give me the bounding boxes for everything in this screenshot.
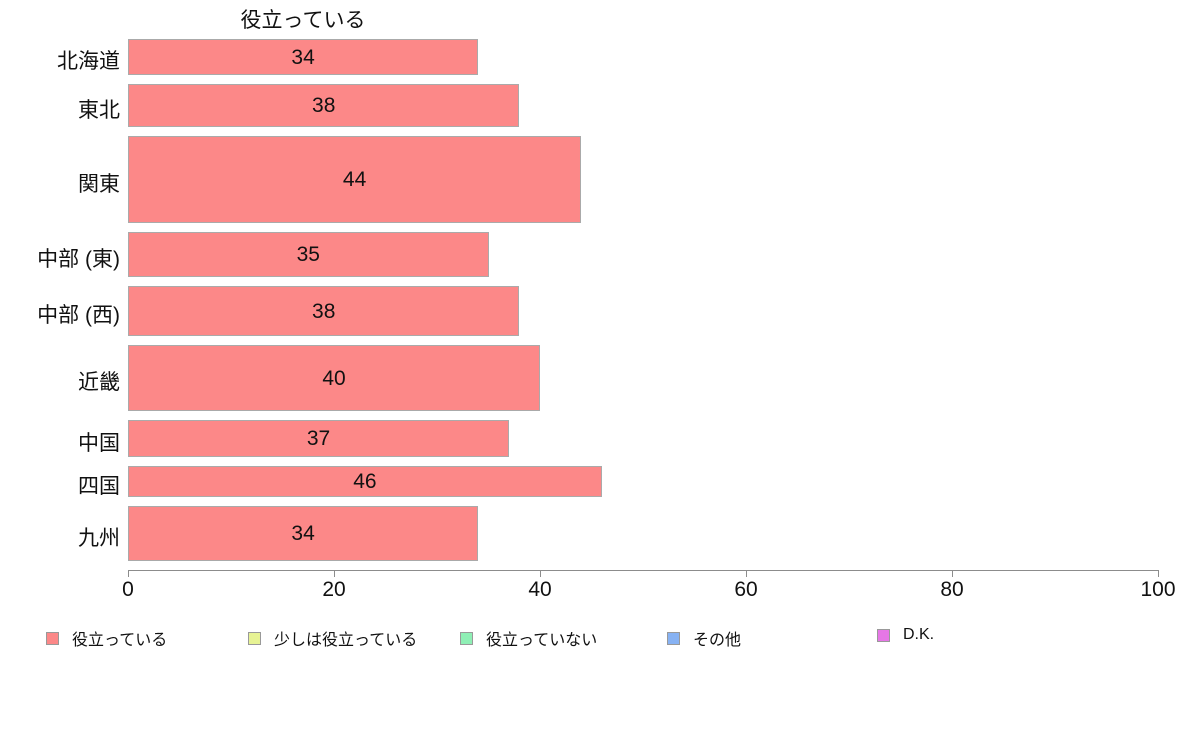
x-axis-line bbox=[128, 570, 1158, 571]
category-label: 北海道 bbox=[57, 50, 120, 73]
category-label: 中部 (東) bbox=[37, 247, 120, 271]
bar-value-label: 37 bbox=[306, 427, 331, 450]
category-label: 東北 bbox=[78, 98, 120, 122]
legend-swatch-icon bbox=[667, 631, 680, 645]
bar[interactable]: 40 bbox=[128, 345, 540, 411]
x-axis-tick-label: 100 bbox=[1140, 578, 1176, 601]
bar[interactable]: 38 bbox=[128, 286, 520, 336]
category-label: 四国 bbox=[78, 474, 120, 498]
legend-swatch-icon bbox=[46, 631, 59, 645]
category-label: 中国 bbox=[78, 431, 120, 455]
x-axis-tick-label: 20 bbox=[322, 578, 346, 601]
category-label: 九州 bbox=[78, 526, 120, 550]
legend-swatch-icon bbox=[877, 628, 890, 642]
bar-value-label: 38 bbox=[312, 299, 336, 323]
x-axis-tick bbox=[952, 570, 953, 577]
legend-label: 少しは役立っている bbox=[274, 632, 418, 649]
x-axis-tick bbox=[128, 570, 129, 577]
legend-item[interactable]: 役立っている bbox=[46, 626, 167, 650]
bar[interactable]: 46 bbox=[128, 466, 602, 497]
bar-value-label: 35 bbox=[296, 243, 320, 266]
legend-item[interactable]: 役立っていない bbox=[460, 626, 597, 650]
bar-value-label: 44 bbox=[342, 168, 367, 191]
category-label: 中部 (西) bbox=[37, 304, 120, 327]
x-axis-tick-label: 60 bbox=[734, 578, 758, 601]
legend-swatch-icon bbox=[248, 631, 261, 645]
category-label: 関東 bbox=[78, 172, 120, 196]
x-axis-tick-label: 40 bbox=[528, 578, 552, 601]
legend-label: 役立っていない bbox=[486, 632, 598, 649]
x-axis-tick bbox=[746, 570, 747, 577]
x-axis-tick-label: 80 bbox=[940, 578, 964, 601]
bar-value-label: 40 bbox=[322, 366, 346, 390]
category-label: 近畿 bbox=[78, 371, 120, 394]
legend-label: D.K. bbox=[903, 626, 935, 643]
legend-item[interactable]: その他 bbox=[667, 626, 741, 650]
legend-item[interactable]: D.K. bbox=[877, 626, 934, 644]
bar[interactable]: 34 bbox=[128, 506, 479, 561]
chart-title: 役立っている bbox=[240, 9, 366, 32]
bar-value-label: 38 bbox=[312, 94, 336, 117]
legend-label: その他 bbox=[693, 632, 742, 649]
legend-item[interactable]: 少しは役立っている bbox=[248, 626, 417, 650]
x-axis-tick bbox=[334, 570, 335, 577]
bar-value-label: 34 bbox=[291, 45, 315, 69]
bar[interactable]: 38 bbox=[128, 84, 520, 127]
bar[interactable]: 37 bbox=[128, 420, 510, 457]
bar[interactable]: 34 bbox=[128, 39, 479, 75]
bar-value-label: 46 bbox=[353, 470, 377, 493]
x-axis-tick bbox=[1158, 570, 1159, 577]
x-axis-tick bbox=[540, 570, 541, 577]
legend-swatch-icon bbox=[460, 631, 473, 645]
bar[interactable]: 44 bbox=[128, 136, 582, 223]
x-axis-tick-label: 0 bbox=[122, 578, 134, 601]
bar[interactable]: 35 bbox=[128, 232, 489, 277]
legend-label: 役立っている bbox=[72, 632, 168, 649]
bar-value-label: 34 bbox=[291, 522, 315, 545]
